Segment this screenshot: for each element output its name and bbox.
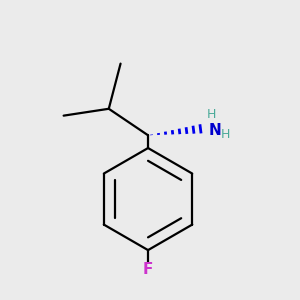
Text: N: N bbox=[209, 123, 222, 138]
Text: H: H bbox=[207, 108, 217, 121]
Text: H: H bbox=[221, 128, 230, 141]
Text: F: F bbox=[143, 262, 153, 277]
